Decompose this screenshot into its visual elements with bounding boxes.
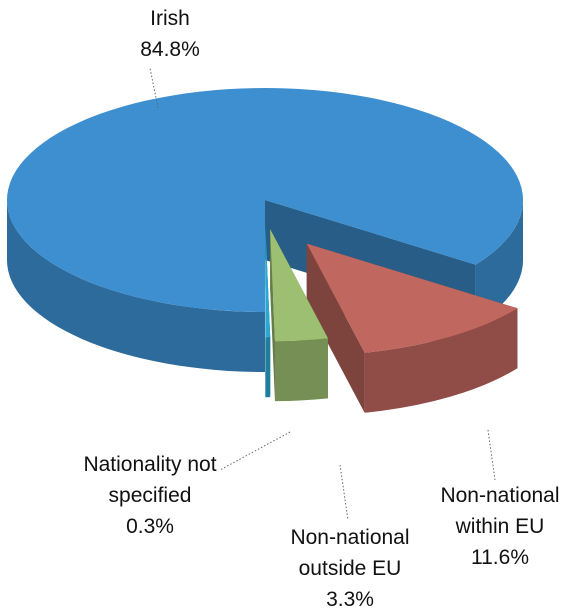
slice-label: Nationality not specified 0.3% xyxy=(80,449,220,542)
slice xyxy=(270,229,328,342)
slice-label: Non-national outside EU 3.3% xyxy=(280,522,420,615)
leader-line xyxy=(487,429,496,481)
slice-cut-face xyxy=(270,229,275,402)
category-label: Non-national outside EU xyxy=(290,526,410,580)
slice-shade xyxy=(7,200,265,372)
slice-shade xyxy=(364,308,518,413)
leader-line xyxy=(219,431,291,471)
value-label: 3.3% xyxy=(326,588,374,611)
leader-line xyxy=(339,464,349,521)
category-label: Non-national within EU xyxy=(440,484,560,538)
slice xyxy=(306,243,518,353)
slice-shade xyxy=(274,338,328,402)
slice-side xyxy=(7,200,265,372)
slice-label: Non-national within EU 11.6% xyxy=(430,480,570,573)
value-label: 11.6% xyxy=(471,546,529,569)
value-label: 0.3% xyxy=(126,515,174,538)
slice xyxy=(6,88,523,312)
slice-side xyxy=(364,308,518,413)
category-label: Irish xyxy=(150,7,190,30)
slice-shade xyxy=(270,229,275,402)
category-label: Nationality not specified xyxy=(83,453,217,507)
value-label: 84.8% xyxy=(140,38,200,61)
slice-shade xyxy=(475,200,523,325)
slice-shade xyxy=(306,243,365,413)
slice-label: Irish 84.8% xyxy=(100,3,240,65)
slice-side xyxy=(274,338,328,402)
slice-side xyxy=(265,337,271,398)
slice-shade xyxy=(265,337,271,398)
slice-cut-face xyxy=(306,243,365,413)
slice-side xyxy=(475,200,523,325)
slice xyxy=(265,225,271,338)
